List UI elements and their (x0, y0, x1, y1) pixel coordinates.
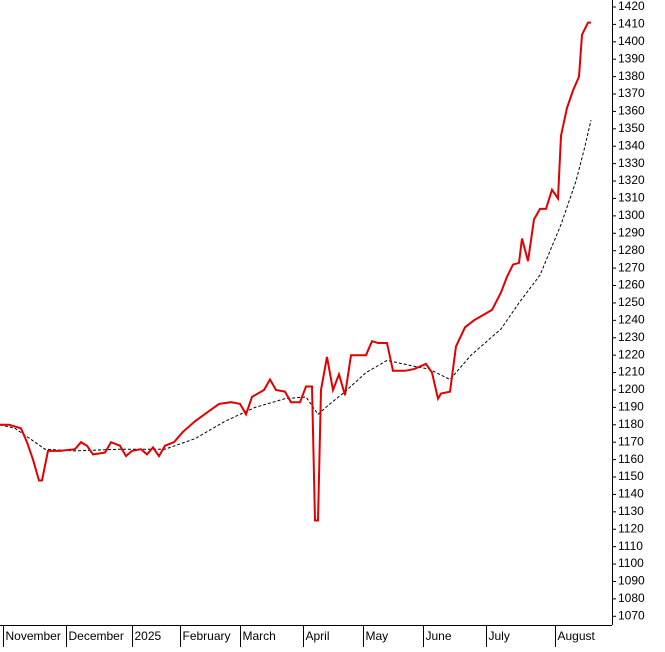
y-tick-label: 1160 (618, 452, 644, 466)
y-tick-label: 1230 (618, 330, 645, 344)
y-tick-label: 1310 (618, 191, 645, 205)
x-tick-label: May (366, 629, 389, 643)
y-tick-label: 1100 (618, 556, 644, 570)
y-tick-label: 1130 (618, 504, 644, 518)
x-tick-label: 2025 (135, 629, 162, 643)
y-tick-label: 1240 (618, 313, 645, 327)
x-tick-label: June (426, 629, 452, 643)
y-tick-label: 1400 (618, 34, 645, 48)
x-tick-label: December (69, 629, 124, 643)
y-tick-label: 1200 (618, 382, 645, 396)
y-tick-label: 1330 (618, 156, 645, 170)
y-tick-label: 1340 (618, 138, 645, 152)
y-tick-label: 1290 (618, 225, 645, 239)
y-tick-label: 1380 (618, 69, 645, 83)
y-tick-label: 1120 (618, 521, 644, 535)
y-tick-label: 1350 (618, 121, 645, 135)
x-tick-label: February (183, 629, 231, 643)
x-tick-label: March (243, 629, 276, 643)
y-tick-label: 1190 (618, 400, 644, 414)
x-tick-label: August (558, 629, 596, 643)
y-tick-label: 1140 (618, 487, 644, 501)
y-tick-label: 1090 (618, 574, 645, 588)
y-tick-label: 1260 (618, 278, 645, 292)
y-tick-label: 1270 (618, 260, 645, 274)
series-line (0, 119, 592, 452)
x-tick-label: July (489, 629, 510, 643)
y-tick-label: 1080 (618, 591, 645, 605)
y-tick-label: 1150 (618, 469, 644, 483)
y-tick-label: 1070 (618, 608, 645, 622)
y-tick-label: 1320 (618, 173, 645, 187)
y-tick-label: 1410 (618, 17, 645, 31)
y-tick-label: 1220 (618, 347, 645, 361)
y-tick-label: 1250 (618, 295, 645, 309)
y-tick-label: 1170 (618, 434, 644, 448)
y-tick-label: 1370 (618, 86, 645, 100)
y-tick-label: 1420 (618, 0, 645, 13)
y-tick-label: 1210 (618, 365, 645, 379)
y-tick-label: 1280 (618, 243, 645, 257)
y-tick-label: 1300 (618, 208, 645, 222)
y-tick-label: 1180 (618, 417, 644, 431)
y-tick-label: 1390 (618, 51, 645, 65)
y-tick-label: 1360 (618, 104, 645, 118)
series-line (0, 21, 591, 522)
y-tick-label: 1110 (618, 539, 643, 553)
x-tick-label: November (6, 629, 61, 643)
x-tick-label: April (306, 629, 330, 643)
